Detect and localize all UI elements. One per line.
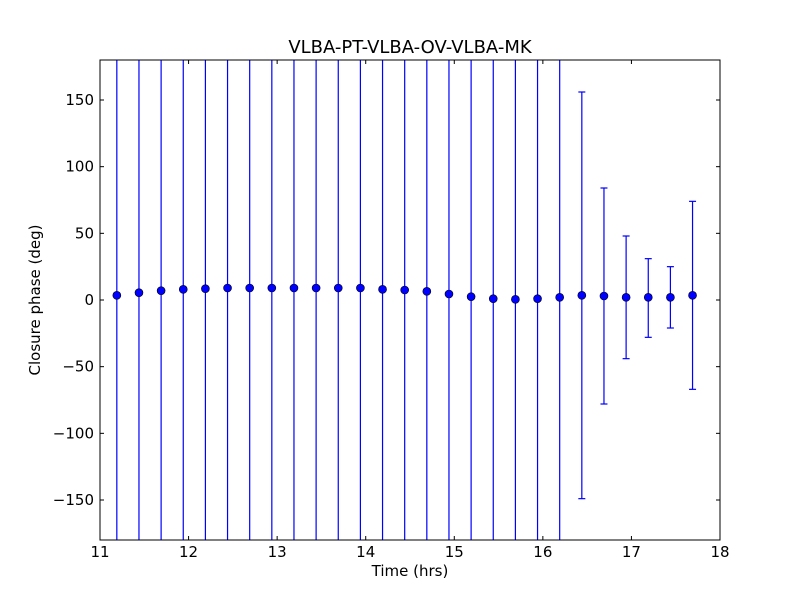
x-tick-label: 11: [90, 543, 109, 561]
data-point: [621, 293, 631, 302]
plot-background: [100, 60, 720, 540]
data-point: [201, 284, 210, 293]
chart-title: VLBA-PT-VLBA-OV-VLBA-MK: [288, 37, 533, 58]
y-tick-label: −100: [53, 424, 94, 442]
x-tick-label: 15: [445, 543, 464, 561]
data-point: [400, 285, 409, 295]
data-point: [333, 283, 343, 293]
data-point: [223, 283, 232, 293]
data-point: [488, 294, 498, 303]
y-tick-label: 100: [65, 158, 94, 176]
x-tick-label: 14: [356, 543, 375, 561]
data-point: [688, 291, 697, 300]
x-tick-label: 12: [179, 543, 198, 561]
data-point: [378, 285, 387, 294]
x-tick-label: 17: [622, 543, 641, 561]
data-point: [289, 283, 299, 293]
y-tick-label: 50: [75, 224, 94, 242]
data-point: [311, 283, 321, 293]
data-point: [666, 293, 675, 302]
x-axis-ticks: 11 12 13 14 15 16 17 18: [90, 60, 730, 561]
data-point: [356, 283, 365, 293]
data-point: [156, 286, 166, 295]
data-point: [555, 293, 564, 302]
y-tick-label: 0: [84, 291, 94, 309]
data-point: [511, 295, 520, 304]
x-tick-label: 18: [710, 543, 729, 561]
data-point: [245, 283, 254, 293]
x-axis-label: Time (hrs): [371, 562, 449, 580]
data-point: [444, 289, 454, 299]
y-tick-label: 150: [65, 91, 94, 109]
data-point: [134, 288, 144, 297]
data-point: [643, 293, 653, 302]
data-point: [599, 291, 609, 301]
data-point: [178, 285, 188, 294]
data-point: [466, 292, 476, 301]
data-point: [267, 283, 277, 293]
x-tick-label: 13: [268, 543, 287, 561]
data-point: [112, 291, 122, 300]
data-point: [422, 287, 432, 296]
y-tick-label: −150: [53, 491, 94, 509]
y-axis-label: Closure phase (deg): [26, 225, 44, 376]
plot-area: [100, 60, 720, 540]
y-axis-ticks: 150 100 50 0 −50 −100 −150: [53, 91, 720, 509]
marker-layer: [112, 283, 697, 304]
data-point: [533, 294, 542, 303]
data-point: [577, 291, 587, 300]
y-tick-label: −50: [62, 358, 94, 376]
x-tick-label: 16: [533, 543, 552, 561]
